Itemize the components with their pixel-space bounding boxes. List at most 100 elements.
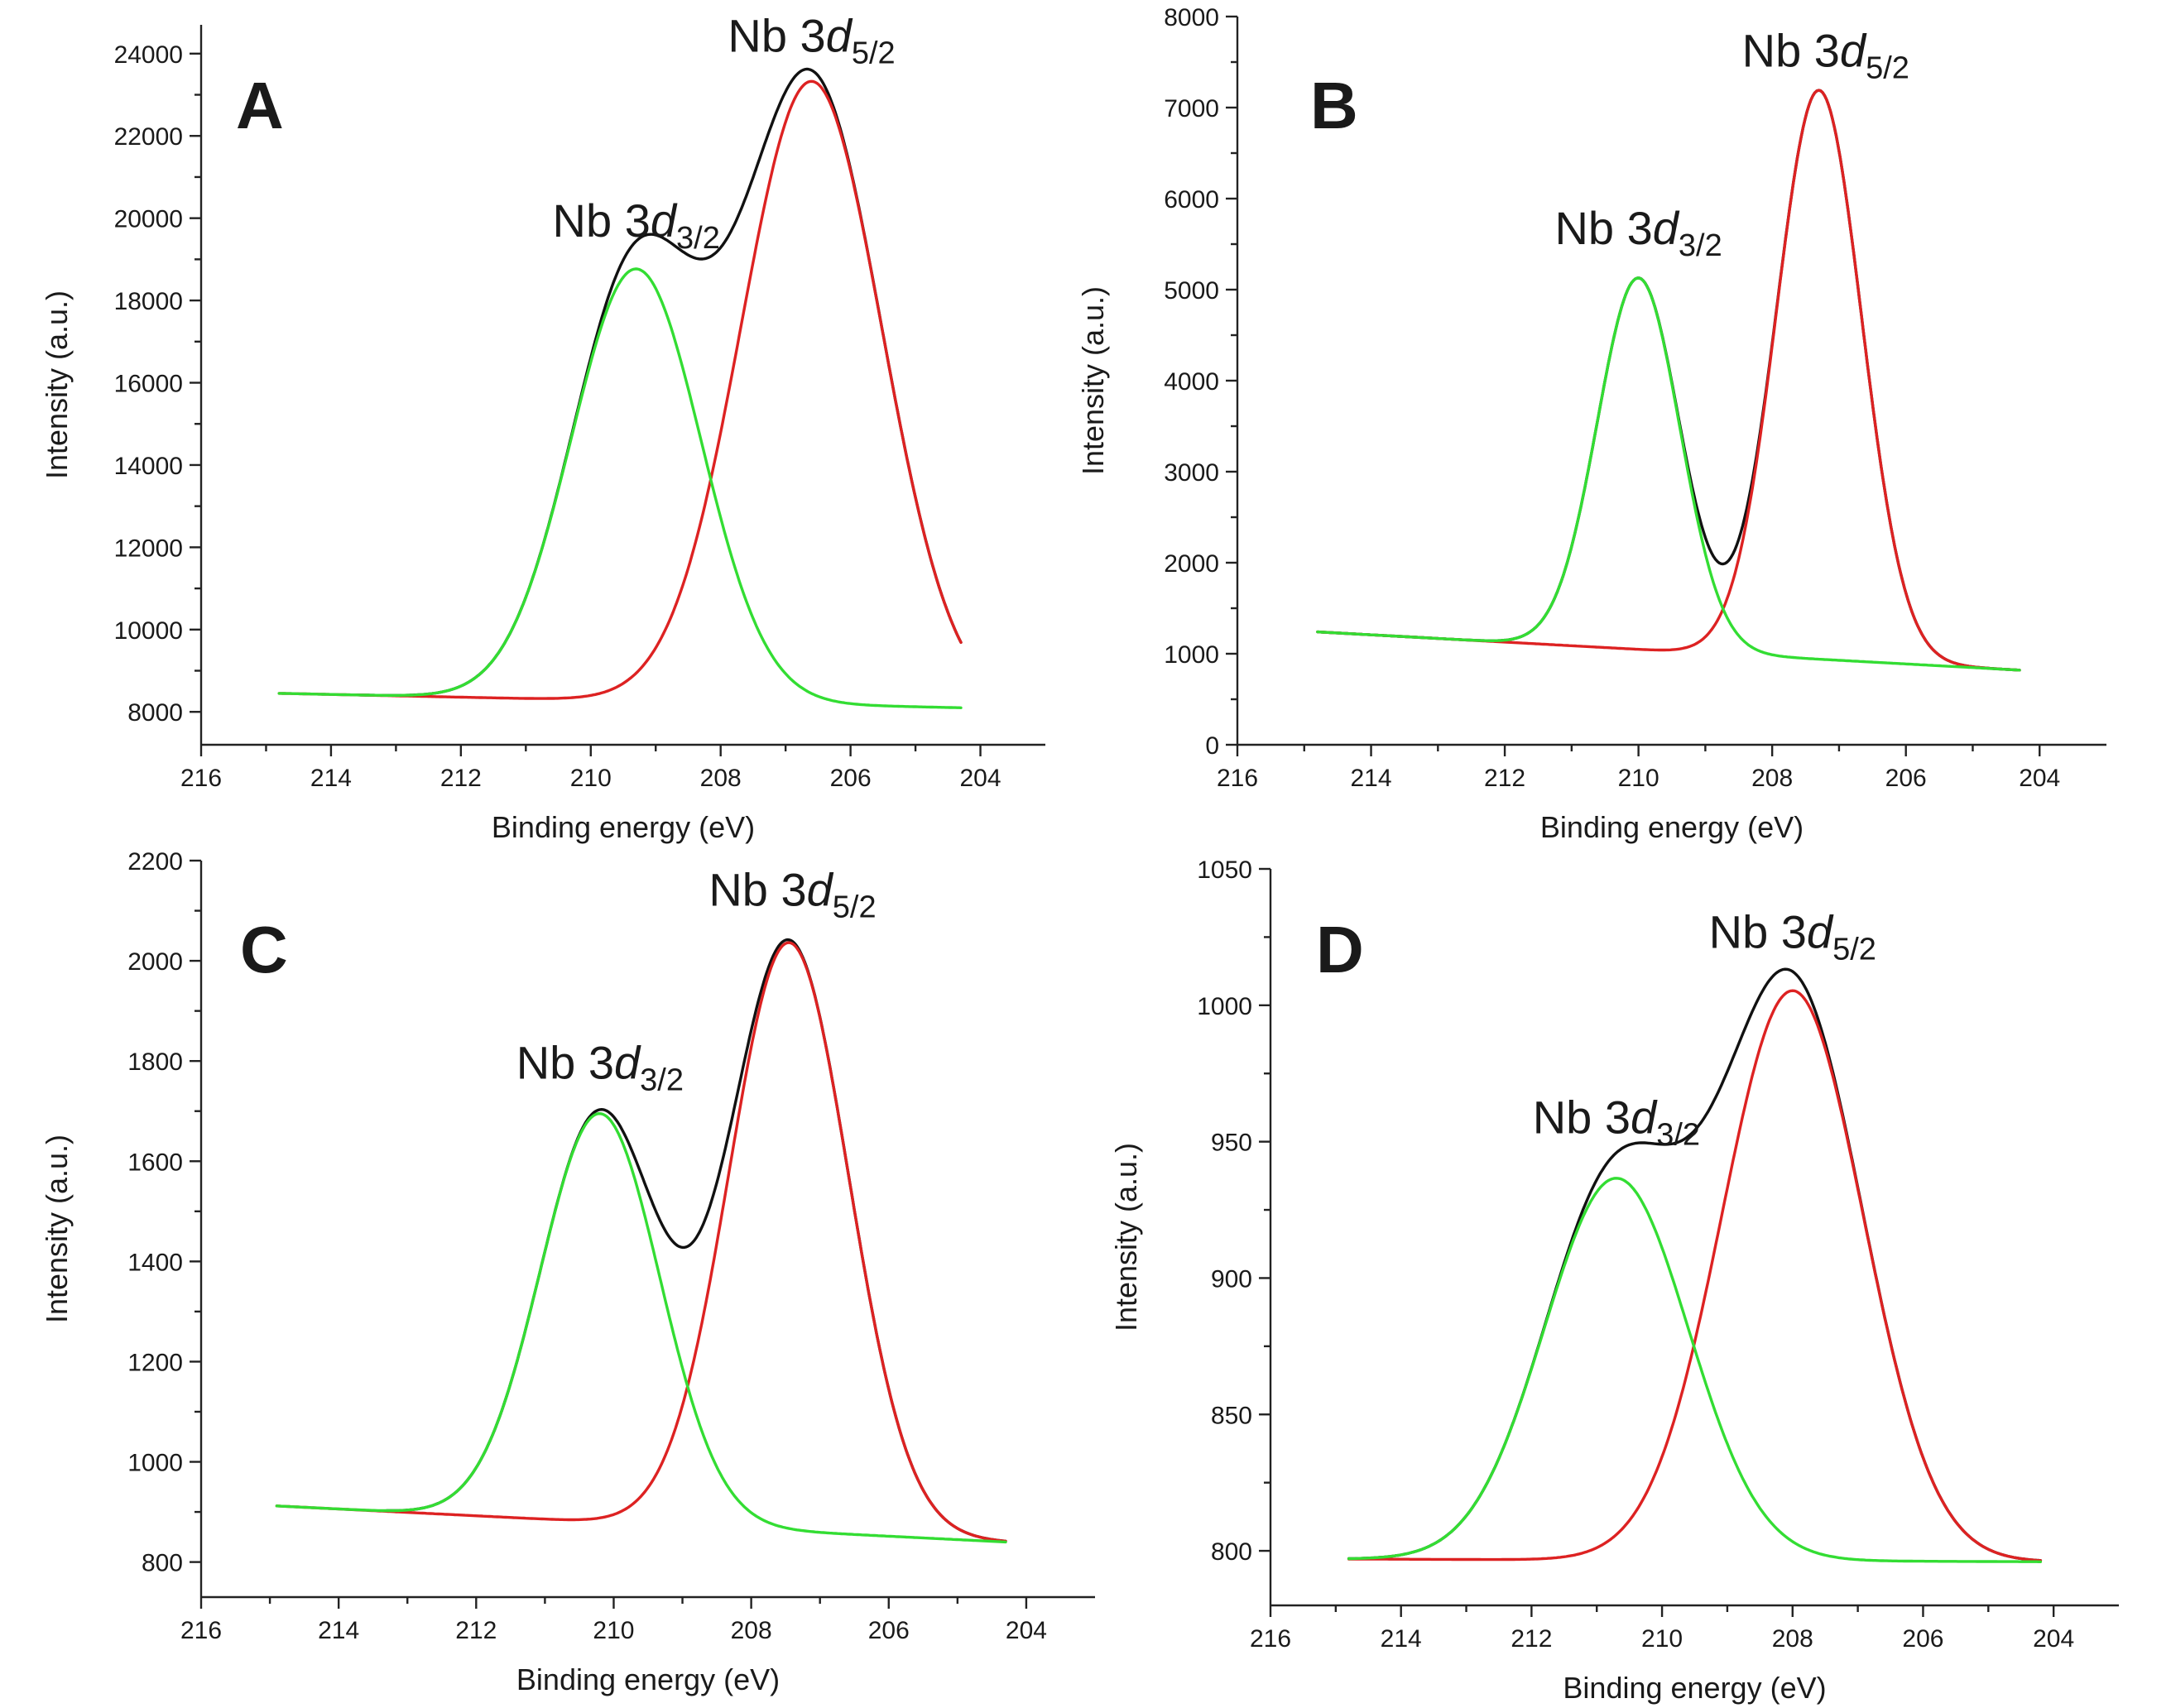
peak-annotation-main: Nb 3 (708, 863, 806, 915)
peak-annotation-subscript: 3/2 (676, 221, 720, 256)
peak-annotation: Nb 3d5/2 (728, 9, 895, 70)
peak-annotation-main: Nb 3 (516, 1036, 614, 1088)
peak-annotation-main: Nb 3 (1742, 25, 1840, 77)
x-tick-label: 204 (2019, 765, 2060, 792)
y-tick-label: 8000 (127, 699, 183, 727)
y-tick-label: 1200 (127, 1349, 183, 1376)
panel-letter: C (240, 913, 288, 986)
peak-annotation-subscript: 5/2 (852, 36, 896, 70)
chart-panel-b: 216 214 212 210 208 206 204 0 1000 2000 3000 4000 50… (1076, 4, 2106, 844)
y-tick-label: 20000 (114, 206, 183, 233)
y-tick-label: 4000 (1164, 368, 1219, 396)
x-tick-label: 210 (1641, 1625, 1683, 1653)
y-tick-label: 16000 (114, 371, 183, 398)
x-axis-label: Binding energy (eV) (516, 1662, 780, 1696)
x-axis-label: Binding energy (eV) (492, 810, 755, 844)
chart-panel-d: 216 214 212 210 208 206 204 800 850 900 950 1000 105… (1109, 856, 2119, 1705)
y-tick-label: 1400 (127, 1249, 183, 1276)
nb-3d32-fit-line (275, 1112, 1007, 1544)
chart-panel-a: 216 214 212 210 208 206 204 8000 10000 12000 14000… (40, 9, 1045, 844)
x-tick-label: 210 (570, 765, 612, 792)
x-tick-label: 208 (1772, 1625, 1813, 1653)
peak-annotation-subscript: 3/2 (1679, 228, 1722, 263)
peak-annotation-main: Nb 3 (553, 194, 651, 247)
y-tick-label: 1800 (127, 1048, 183, 1076)
y-tick-label: 8000 (1164, 4, 1219, 31)
y-tick-label: 900 (1211, 1265, 1252, 1293)
envelope-series-line (1347, 967, 2043, 1562)
x-tick-label: 214 (1351, 765, 1392, 792)
peak-annotation: Nb 3d3/2 (516, 1036, 684, 1097)
nb-3d32-fit-line (1316, 276, 2021, 672)
peak-annotation-orbital: d (651, 194, 678, 247)
x-tick-label: 216 (1250, 1625, 1291, 1653)
y-tick-label: 800 (142, 1550, 183, 1577)
peak-annotation-main: Nb 3 (1554, 202, 1652, 254)
envelope-series-line (385, 938, 1007, 1543)
x-tick-label: 208 (731, 1617, 772, 1644)
peak-annotation-subscript: 3/2 (1656, 1118, 1700, 1153)
peak-annotation-orbital: d (614, 1036, 641, 1088)
panel-letter: A (236, 69, 284, 142)
peak-annotation: Nb 3d3/2 (553, 194, 720, 256)
y-tick-label: 22000 (114, 123, 183, 151)
peak-annotation: Nb 3d3/2 (1554, 202, 1722, 263)
y-tick-label: 950 (1211, 1130, 1252, 1157)
y-tick-label: 10000 (114, 617, 183, 645)
y-tick-label: 1000 (1164, 641, 1219, 669)
peak-annotation-subscript: 5/2 (1866, 51, 1909, 86)
x-axis-label: Binding energy (eV) (1563, 1671, 1826, 1705)
x-tick-label: 212 (1511, 1625, 1552, 1653)
nb-3d52-fit-line (275, 941, 1007, 1543)
peak-annotation: Nb 3d5/2 (1709, 906, 1876, 967)
y-tick-label: 1050 (1197, 856, 1252, 884)
y-tick-label: 6000 (1164, 186, 1219, 214)
y-axis-label: Intensity (a.u.) (1109, 1143, 1143, 1331)
y-tick-label: 3000 (1164, 459, 1219, 487)
y-tick-label: 2200 (127, 848, 183, 876)
x-tick-label: 216 (180, 1617, 222, 1644)
x-tick-label: 208 (1751, 765, 1793, 792)
peak-annotation-orbital: d (807, 863, 834, 915)
envelope-series-line (1316, 89, 2021, 672)
y-axis-label: Intensity (a.u.) (40, 1135, 74, 1323)
peak-annotation-orbital: d (1653, 202, 1680, 254)
x-tick-label: 214 (1381, 1625, 1422, 1653)
x-tick-label: 210 (593, 1617, 634, 1644)
x-tick-label: 208 (700, 765, 742, 792)
nb-3d52-fit-line (1316, 89, 2021, 672)
y-tick-label: 1000 (1197, 993, 1252, 1020)
y-tick-label: 1000 (127, 1450, 183, 1477)
chart-panel-c: 216 214 212 210 208 206 204 800 1000 1200 1400 1600… (40, 848, 1095, 1696)
y-tick-label: 7000 (1164, 95, 1219, 122)
panel-letter: B (1310, 69, 1358, 142)
peak-annotation: Nb 3d3/2 (1533, 1091, 1700, 1153)
y-tick-label: 0 (1205, 732, 1219, 760)
peak-annotation-main: Nb 3 (1533, 1091, 1631, 1144)
peak-annotation: Nb 3d5/2 (1742, 25, 1909, 86)
y-axis-label: Intensity (a.u.) (1076, 286, 1110, 475)
peak-annotation-main: Nb 3 (728, 9, 825, 61)
nb-3d32-fit-line (277, 267, 963, 709)
x-tick-label: 212 (1484, 765, 1525, 792)
x-tick-label: 204 (2033, 1625, 2074, 1653)
peak-annotation-orbital: d (826, 9, 853, 61)
x-tick-label: 206 (1902, 1625, 1943, 1653)
x-tick-label: 216 (1217, 765, 1258, 792)
peak-annotation-orbital: d (1807, 906, 1834, 958)
peak-annotation: Nb 3d5/2 (708, 863, 876, 924)
x-tick-label: 212 (440, 765, 482, 792)
x-tick-label: 206 (868, 1617, 910, 1644)
envelope-series-line (355, 67, 963, 697)
x-tick-label: 214 (310, 765, 352, 792)
y-axis-label: Intensity (a.u.) (40, 290, 74, 479)
x-tick-label: 206 (830, 765, 872, 792)
peak-annotation-orbital: d (1631, 1091, 1658, 1144)
y-tick-label: 14000 (114, 453, 183, 480)
y-tick-label: 2000 (1164, 550, 1219, 578)
y-tick-label: 1600 (127, 1149, 183, 1176)
peak-annotation-subscript: 5/2 (833, 890, 877, 924)
y-tick-label: 850 (1211, 1402, 1252, 1429)
y-tick-label: 18000 (114, 288, 183, 315)
